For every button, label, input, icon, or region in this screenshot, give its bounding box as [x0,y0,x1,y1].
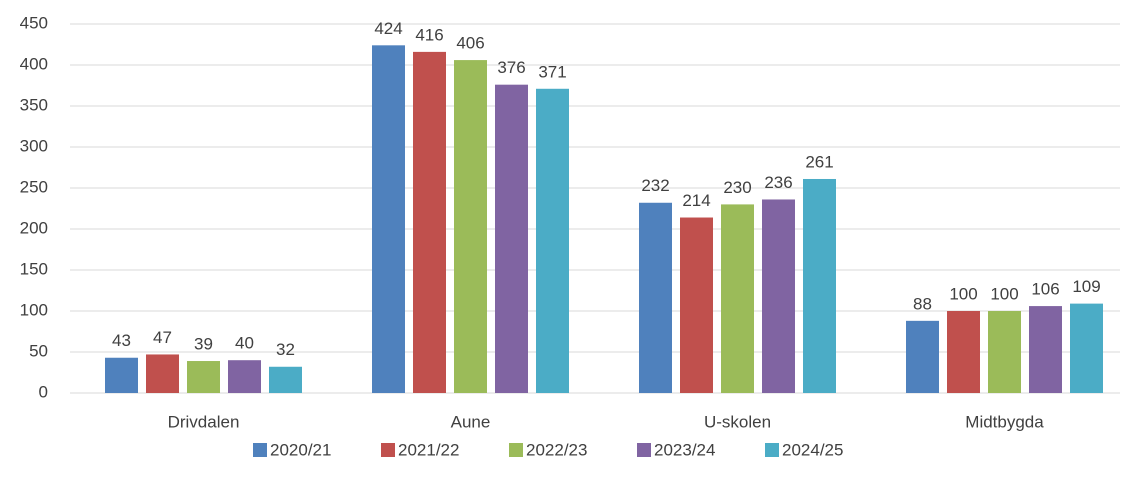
data-label: 232 [641,176,669,195]
data-label: 371 [538,62,566,81]
data-label: 236 [764,173,792,192]
y-tick-label: 300 [20,136,48,155]
bar [187,361,220,393]
x-tick-label: U-skolen [704,412,771,431]
legend-swatch [637,443,651,457]
bar [988,311,1021,393]
legend-label: 2024/25 [782,440,843,459]
data-label: 424 [374,19,402,38]
x-tick-label: Aune [451,412,491,431]
y-tick-label: 150 [20,259,48,278]
bar [146,354,179,393]
legend-label: 2023/24 [654,440,715,459]
legend-swatch [765,443,779,457]
y-tick-label: 400 [20,54,48,73]
x-tick-label: Drivdalen [168,412,240,431]
legend-swatch [253,443,267,457]
legend-label: 2020/21 [270,440,331,459]
data-label: 406 [456,34,484,53]
data-label: 230 [723,178,751,197]
data-label: 40 [235,334,254,353]
data-label: 100 [949,284,977,303]
bar [906,320,939,393]
y-tick-label: 450 [20,13,48,32]
y-tick-label: 50 [29,341,48,360]
data-label: 106 [1031,280,1059,299]
bar [536,88,569,393]
bar [947,311,980,393]
data-label: 32 [276,340,295,359]
data-label: 39 [194,335,213,354]
bar [1029,306,1062,393]
bar [228,360,261,393]
data-label: 88 [913,294,932,313]
data-label: 100 [990,284,1018,303]
data-label: 109 [1072,277,1100,296]
bar [721,204,754,393]
x-tick-label: Midtbygda [965,412,1044,431]
bar [413,51,446,393]
bar [105,357,138,393]
data-label: 416 [415,25,443,44]
bar [762,199,795,393]
y-tick-label: 100 [20,300,48,319]
bar [680,217,713,393]
bar [639,202,672,393]
y-tick-label: 0 [39,382,48,401]
y-tick-label: 350 [20,95,48,114]
y-tick-label: 250 [20,177,48,196]
data-label: 214 [682,191,710,210]
legend-swatch [381,443,395,457]
legend-label: 2021/22 [398,440,459,459]
data-label: 376 [497,58,525,77]
bar [495,84,528,394]
y-tick-label: 200 [20,218,48,237]
legend-label: 2022/23 [526,440,587,459]
bar [803,178,836,393]
bar [269,366,302,393]
data-label: 47 [153,328,172,347]
legend-swatch [509,443,523,457]
bar [454,60,487,394]
bar [1070,303,1103,393]
data-label: 43 [112,331,131,350]
data-label: 261 [805,152,833,171]
bar [372,45,405,393]
